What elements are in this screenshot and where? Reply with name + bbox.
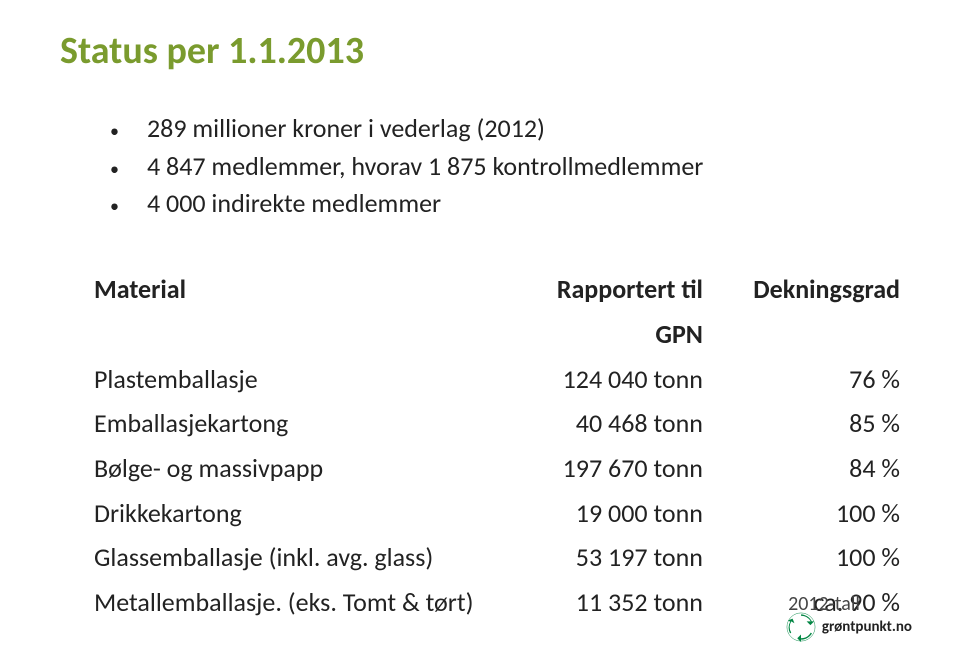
table-row: Metallemballasje. (eks. Tomt & tørt) 11 … bbox=[94, 580, 900, 625]
page-title: Status per 1.1.2013 bbox=[60, 28, 900, 74]
cell-coverage: 100 % bbox=[703, 491, 900, 536]
cell-reported: 40 468 tonn bbox=[506, 401, 703, 446]
bullet-item: • 4 847 medlemmer, hvorav 1 875 kontroll… bbox=[110, 148, 900, 186]
cell-coverage: 100 % bbox=[703, 535, 900, 580]
cell-material: Bølge- og massivpapp bbox=[94, 446, 506, 491]
cell-coverage: 84 % bbox=[703, 446, 900, 491]
table-header: Material Rapportert til GPN Dekningsgrad bbox=[94, 267, 900, 356]
bullet-dot-icon: • bbox=[110, 193, 119, 219]
header-coverage: Dekningsgrad bbox=[703, 267, 900, 312]
bullet-dot-icon: • bbox=[110, 118, 119, 144]
cell-reported: 124 040 tonn bbox=[506, 357, 703, 402]
bullet-text: 4 847 medlemmer, hvorav 1 875 kontrollme… bbox=[147, 148, 703, 186]
table-row: Drikkekartong 19 000 tonn 100 % bbox=[94, 491, 900, 536]
header-material: Material bbox=[94, 267, 506, 312]
recycle-icon bbox=[786, 612, 816, 642]
bullet-item: • 289 millioner kroner i vederlag (2012) bbox=[110, 110, 900, 148]
bullet-dot-icon: • bbox=[110, 156, 119, 182]
bullet-item: • 4 000 indirekte medlemmer bbox=[110, 185, 900, 223]
table-row: Glassemballasje (inkl. avg. glass) 53 19… bbox=[94, 535, 900, 580]
data-table: Material Rapportert til GPN Dekningsgrad… bbox=[60, 267, 900, 625]
table-row: Emballasjekartong 40 468 tonn 85 % bbox=[94, 401, 900, 446]
header-reported: Rapportert til GPN bbox=[506, 267, 703, 356]
cell-material: Glassemballasje (inkl. avg. glass) bbox=[94, 535, 506, 580]
table-row: Bølge- og massivpapp 197 670 tonn 84 % bbox=[94, 446, 900, 491]
cell-coverage: 85 % bbox=[703, 401, 900, 446]
cell-reported: 11 352 tonn bbox=[506, 580, 703, 625]
cell-coverage: 76 % bbox=[703, 357, 900, 402]
cell-material: Metallemballasje. (eks. Tomt & tørt) bbox=[94, 580, 506, 625]
bullet-text: 289 millioner kroner i vederlag (2012) bbox=[147, 110, 545, 148]
cell-material: Emballasjekartong bbox=[94, 401, 506, 446]
bullet-text: 4 000 indirekte medlemmer bbox=[147, 185, 441, 223]
table-row: Plastemballasje 124 040 tonn 76 % bbox=[94, 357, 900, 402]
logo-text: grøntpunkt.no bbox=[822, 618, 912, 636]
footer-logo: grøntpunkt.no bbox=[786, 612, 912, 642]
cell-reported: 53 197 tonn bbox=[506, 535, 703, 580]
bullet-list: • 289 millioner kroner i vederlag (2012)… bbox=[60, 110, 900, 223]
cell-reported: 197 670 tonn bbox=[506, 446, 703, 491]
cell-material: Drikkekartong bbox=[94, 491, 506, 536]
cell-material: Plastemballasje bbox=[94, 357, 506, 402]
cell-reported: 19 000 tonn bbox=[506, 491, 703, 536]
